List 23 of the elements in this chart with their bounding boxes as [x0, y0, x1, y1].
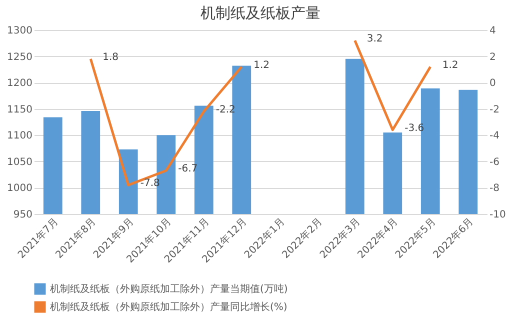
chart-title: 机制纸及纸板产量 — [200, 4, 320, 22]
y-tick-label: 1250 — [7, 52, 32, 63]
y-tick-label: 1050 — [7, 156, 32, 168]
data-label: 1.8 — [102, 52, 119, 63]
y2-tick-label: -4 — [490, 130, 500, 142]
legend-label: 机制纸及纸板（外购原纸加工除外）产量同比增长(%) — [50, 301, 288, 313]
y2-tick-label: -10 — [490, 210, 506, 220]
y2-tick-label: -8 — [490, 183, 500, 194]
y-tick-label: 1200 — [7, 78, 32, 90]
data-label: 3.2 — [366, 34, 383, 45]
y-tick-label: 1000 — [7, 183, 32, 194]
y2-tick-label: 4 — [490, 26, 496, 36]
y2-tick-label: 0 — [490, 78, 496, 90]
y2-tick-label: -6 — [490, 156, 500, 168]
y2-tick-label: 2 — [490, 52, 496, 63]
y-tick-label: 950 — [13, 210, 32, 220]
y2-tick-label: -2 — [490, 104, 500, 116]
data-label: 1.2 — [254, 60, 270, 71]
y-tick-label: 1150 — [7, 104, 32, 116]
y-tick-label: 1300 — [7, 26, 32, 36]
data-label: 1.2 — [442, 60, 458, 71]
y-tick-label: 1100 — [7, 130, 32, 142]
legend-label: 机制纸及纸板（外购原纸加工除外）产量当期值(万吨) — [50, 283, 288, 295]
